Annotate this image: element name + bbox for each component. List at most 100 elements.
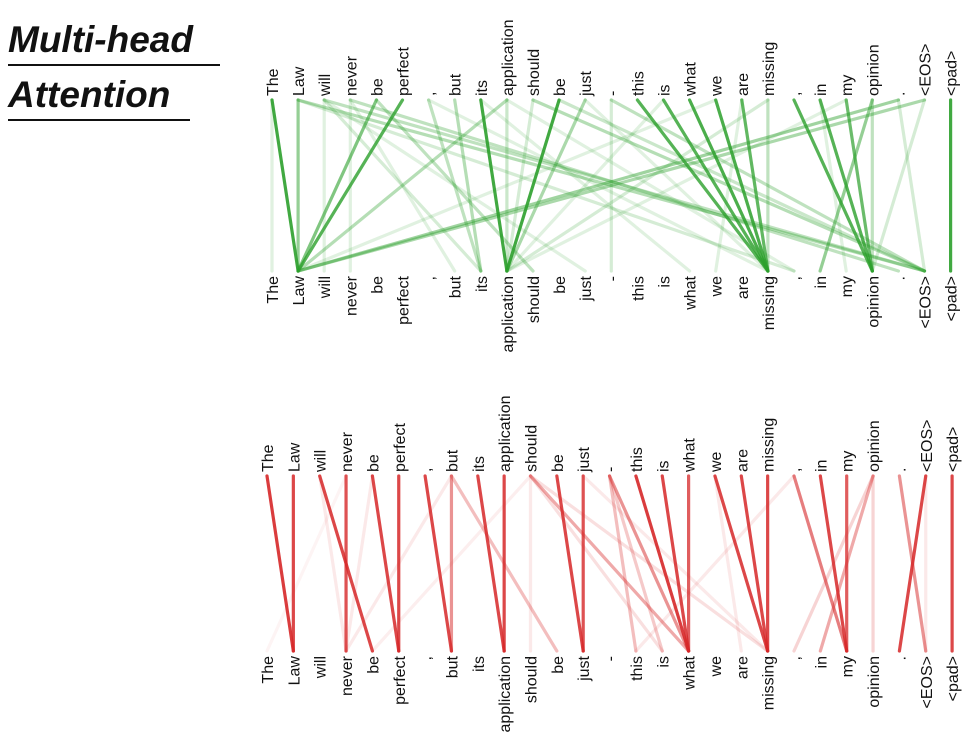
source-token-label: - (603, 467, 620, 472)
source-token-label: . (891, 92, 908, 96)
source-token-label: application (497, 396, 514, 473)
attention-edge (322, 98, 587, 273)
attention-edge (818, 98, 874, 273)
attention-edge (296, 98, 796, 273)
source-token-label: are (734, 449, 751, 472)
source-token-label: never (339, 431, 356, 472)
source-token-label: will (317, 74, 334, 97)
source-token-label: we (708, 451, 725, 473)
source-token-label: missing (761, 418, 778, 472)
source-token-label: be (552, 78, 569, 96)
source-token-label: in (813, 460, 830, 472)
attention-edge (427, 98, 483, 273)
source-token-label: just (578, 71, 595, 97)
source-token-label: but (444, 449, 461, 472)
attention-edge (296, 98, 718, 273)
attention-edge (505, 98, 561, 273)
title-line-2: Attention (8, 74, 171, 115)
attention-edge (634, 474, 796, 653)
target-token-label: but (448, 275, 465, 298)
target-token-label: application (500, 276, 517, 353)
source-token-label: The (260, 444, 277, 472)
attention-edge (607, 474, 664, 653)
source-token-label: . (892, 468, 909, 472)
target-token-label: but (444, 655, 461, 678)
attention-edge (528, 474, 664, 653)
target-token-label: perfect (392, 655, 409, 704)
attention-edge (844, 98, 874, 273)
attention-edge (505, 98, 587, 273)
attention-edge (581, 474, 770, 653)
source-token-label: <EOS> (919, 420, 936, 472)
source-token-label: will (313, 450, 330, 473)
attention-edge (531, 98, 927, 273)
attention-edge (374, 98, 535, 273)
attention-edge (818, 474, 849, 653)
source-token-label: , (422, 92, 439, 96)
source-token-label: be (369, 78, 386, 96)
target-token-label: what (683, 275, 700, 310)
target-token-label: are (735, 276, 752, 299)
source-token-label: perfect (392, 423, 409, 472)
target-token-label: . (891, 276, 908, 280)
source-token-label: should (524, 425, 541, 472)
source-token-label: its (471, 456, 488, 472)
attention-edge (713, 474, 770, 653)
source-token-label: perfect (396, 47, 413, 96)
attention-edge (370, 474, 533, 653)
attention-edge (792, 474, 849, 653)
attention-edge (714, 98, 770, 273)
target-token-label: in (813, 656, 830, 668)
attention-edge (479, 98, 509, 273)
target-token-label: will (313, 656, 330, 679)
source-token-label: <pad> (944, 51, 961, 96)
target-token-label: just (576, 655, 593, 681)
target-token-label: - (603, 656, 620, 661)
attention-edge (265, 474, 348, 653)
source-token-label: just (576, 447, 593, 473)
attention-edge (896, 98, 927, 273)
attention-edge (609, 98, 927, 273)
source-token-label: , (418, 468, 435, 472)
source-token-label: opinion (866, 420, 883, 472)
attention-edge (296, 98, 927, 273)
source-token-label: be (365, 454, 382, 472)
source-token-label: , (787, 92, 804, 96)
target-token-label: <EOS> (918, 276, 935, 328)
attention-edge (661, 98, 770, 273)
source-token-label: should (526, 49, 543, 96)
source-token-label: is (657, 84, 674, 96)
target-token-label: will (317, 276, 334, 299)
source-token-label: Law (286, 442, 303, 472)
source-token-label: are (735, 73, 752, 96)
target-token-label: we (708, 656, 725, 678)
attention-edge (296, 98, 378, 273)
target-token-label: are (734, 656, 751, 679)
attention-edge (476, 474, 506, 653)
source-token-label: what (683, 62, 700, 97)
source-token-label: Law (291, 66, 308, 96)
target-token-label: this (629, 656, 646, 681)
target-token-label: is (657, 276, 674, 288)
source-token-label: is (655, 460, 672, 472)
attention-edge (660, 474, 691, 653)
attention-edge (505, 98, 535, 273)
title-underline-2 (8, 119, 190, 121)
target-token-label: should (526, 276, 543, 323)
target-token-label: what (682, 655, 699, 690)
target-token-label: , (787, 656, 804, 660)
attention-edge (897, 474, 928, 653)
source-token-label: The (265, 68, 282, 96)
attention-edge (270, 98, 300, 273)
source-token-label: never (343, 55, 360, 96)
attention-edge (296, 98, 927, 273)
attention-edge (792, 98, 874, 273)
attention-edge (453, 98, 483, 273)
attention-edge (714, 98, 744, 273)
attention-edge (505, 98, 770, 273)
target-token-label: never (343, 275, 360, 316)
attention-edge (370, 474, 401, 653)
attention-edge (505, 98, 666, 273)
attention-edge (740, 98, 770, 273)
title-line-1: Multi-head (8, 19, 193, 60)
